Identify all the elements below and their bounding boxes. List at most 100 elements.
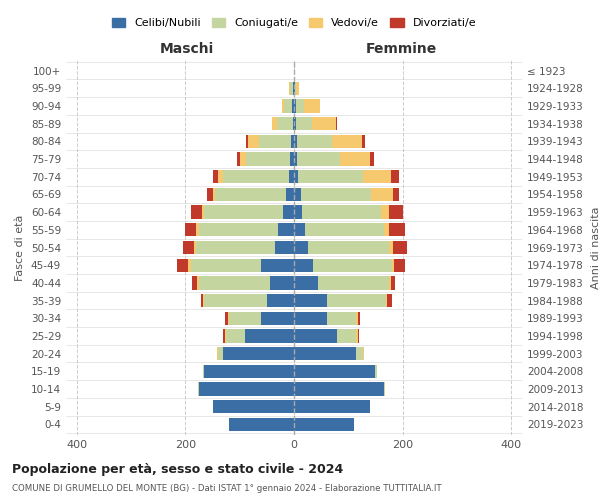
Bar [245,330,294,342]
Bar [362,134,365,148]
Bar [191,258,262,272]
Bar [290,82,293,95]
Bar [262,258,294,272]
Bar [296,100,304,112]
Bar [226,330,245,342]
Bar [248,134,259,148]
Bar [275,241,294,254]
Bar [332,134,362,148]
Bar [319,276,389,289]
Bar [205,364,294,378]
Bar [294,188,301,201]
Bar [312,117,337,130]
Bar [386,294,388,307]
Bar [196,241,275,254]
Bar [294,400,370,413]
Bar [294,382,383,396]
Bar [198,382,199,396]
Bar [286,188,294,201]
Bar [294,100,296,112]
Bar [289,170,294,183]
Bar [229,312,262,325]
Bar [389,241,394,254]
Bar [363,347,364,360]
Bar [218,347,223,360]
Bar [199,382,294,396]
Bar [308,241,389,254]
Bar [394,258,405,272]
Bar [223,330,225,342]
Bar [212,400,294,413]
Bar [207,188,212,201]
Bar [364,170,391,183]
Bar [196,223,199,236]
Text: COMUNE DI GRUMELLO DEL MONTE (BG) - Dati ISTAT 1° gennaio 2024 - Elaborazione TU: COMUNE DI GRUMELLO DEL MONTE (BG) - Dati… [12,484,442,493]
Bar [337,330,356,342]
Bar [203,294,205,307]
Bar [294,82,295,95]
Bar [294,347,356,360]
Bar [294,170,298,183]
Bar [290,152,294,166]
Bar [217,347,218,360]
Bar [391,276,395,289]
Bar [289,82,290,95]
Bar [225,330,226,342]
Bar [294,312,326,325]
Bar [291,134,294,148]
Bar [240,152,246,166]
Bar [183,241,194,254]
Bar [177,258,188,272]
Bar [294,134,297,148]
Bar [203,364,205,378]
Bar [281,100,284,112]
Bar [202,206,205,219]
Bar [229,418,294,431]
Bar [205,206,283,219]
Bar [356,330,358,342]
Bar [293,82,294,95]
Bar [394,241,407,254]
Bar [388,294,392,307]
Bar [294,364,376,378]
Bar [293,117,294,130]
Bar [225,312,228,325]
Bar [192,276,197,289]
Bar [223,347,294,360]
Bar [340,152,370,166]
Bar [313,258,392,272]
Bar [383,382,385,396]
Bar [389,206,403,219]
Bar [212,188,215,201]
Bar [356,312,358,325]
Bar [296,117,312,130]
Bar [283,206,294,219]
Bar [393,188,400,201]
Bar [295,82,296,95]
Bar [267,294,294,307]
Bar [212,170,218,183]
Bar [376,364,377,378]
Bar [200,294,203,307]
Text: Maschi: Maschi [160,42,214,56]
Bar [296,82,299,95]
Bar [294,206,302,219]
Bar [381,206,389,219]
Bar [383,223,389,236]
Bar [294,258,313,272]
Text: Popolazione per età, sesso e stato civile - 2024: Popolazione per età, sesso e stato civil… [12,462,343,475]
Bar [246,134,248,148]
Bar [191,206,202,219]
Text: Femmine: Femmine [365,42,437,56]
Bar [194,241,196,254]
Bar [301,188,371,201]
Bar [223,170,289,183]
Bar [297,152,340,166]
Bar [269,276,294,289]
Bar [294,117,296,130]
Bar [356,347,363,360]
Legend: Celibi/Nubili, Coniugati/e, Vedovi/e, Divorziati/e: Celibi/Nubili, Coniugati/e, Vedovi/e, Di… [107,13,481,32]
Bar [392,258,394,272]
Bar [305,223,383,236]
Bar [358,330,359,342]
